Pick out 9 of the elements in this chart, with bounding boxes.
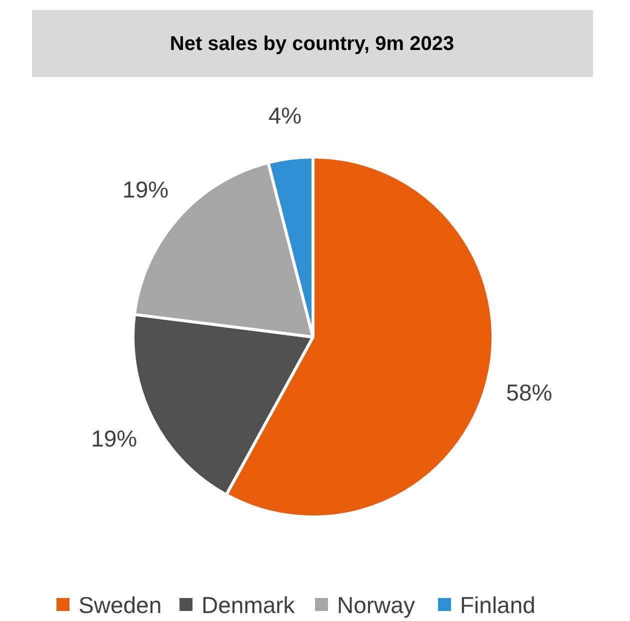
legend-label: Denmark bbox=[202, 592, 296, 618]
data-label: 58% bbox=[506, 380, 552, 406]
legend-label: Sweden bbox=[78, 592, 162, 618]
data-label: 19% bbox=[122, 176, 169, 202]
chart-title: Net sales by country, 9m 2023 bbox=[170, 33, 454, 55]
legend-label: Finland bbox=[460, 592, 536, 618]
legend-label: Norway bbox=[337, 592, 416, 618]
data-label: 19% bbox=[91, 425, 138, 452]
data-label: 4% bbox=[268, 102, 302, 129]
